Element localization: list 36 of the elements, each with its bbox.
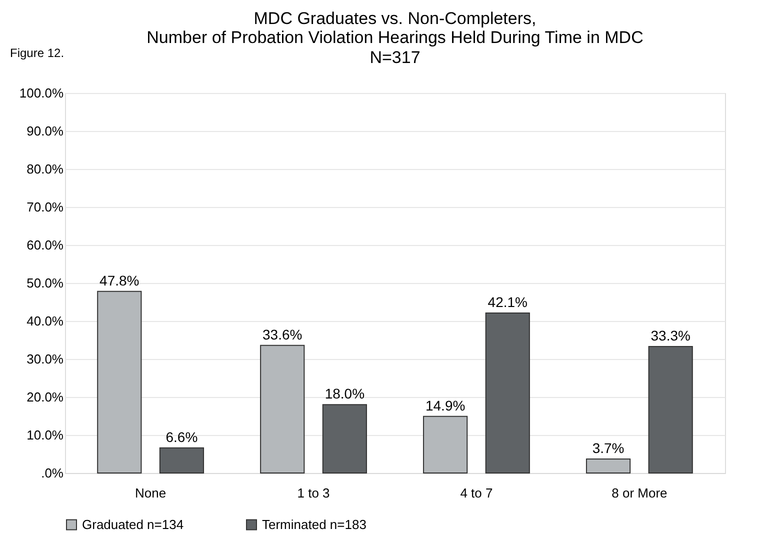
- text: 47.8%: [100, 272, 140, 288]
- bar: [260, 344, 305, 474]
- y-tick-label: 10.0%: [26, 428, 64, 442]
- legend-label: Terminated n=183: [262, 516, 366, 532]
- y-tick-label: .0%: [41, 466, 64, 480]
- bar: [159, 447, 204, 474]
- y-tick-label: 70.0%: [26, 200, 64, 214]
- bar: [648, 346, 693, 474]
- text: 6.6%: [166, 428, 198, 445]
- text: 18.0%: [324, 386, 365, 402]
- y-tick-label: 100.0%: [19, 86, 64, 100]
- bar: [485, 312, 530, 474]
- y-tick-label: 50.0%: [26, 276, 64, 290]
- text: 42.1%: [488, 294, 528, 310]
- x-tick-label: 1 to 3: [297, 486, 330, 500]
- y-tick-label: 80.0%: [26, 162, 64, 176]
- text: 14.9%: [425, 397, 466, 414]
- text: 33.3%: [650, 327, 690, 344]
- x-tick-label: 4 to 7: [460, 486, 493, 500]
- bar: [423, 416, 468, 474]
- bar: [97, 290, 142, 474]
- x-tick-label: 8 or More: [612, 486, 668, 500]
- y-tick-label: 40.0%: [26, 314, 64, 328]
- x-tick-label: None: [135, 486, 166, 500]
- text: 33.6%: [262, 326, 302, 342]
- y-tick-label: 30.0%: [26, 352, 64, 366]
- chart-subtitle: N=317: [370, 48, 420, 67]
- text: 3.7%: [592, 440, 624, 456]
- bar: [322, 404, 367, 474]
- y-tick-label: 60.0%: [26, 238, 64, 252]
- caption: Figure 12.: [10, 46, 64, 60]
- bar: [586, 458, 631, 474]
- legend-label: Graduated n=134: [82, 516, 184, 532]
- y-tick-label: 90.0%: [26, 124, 64, 138]
- y-tick-label: 20.0%: [26, 390, 64, 404]
- chart-title: MDC Graduates vs. Non-Completers, Number of Probation Violation Hearings Held During Time in MDC: [146, 9, 644, 47]
